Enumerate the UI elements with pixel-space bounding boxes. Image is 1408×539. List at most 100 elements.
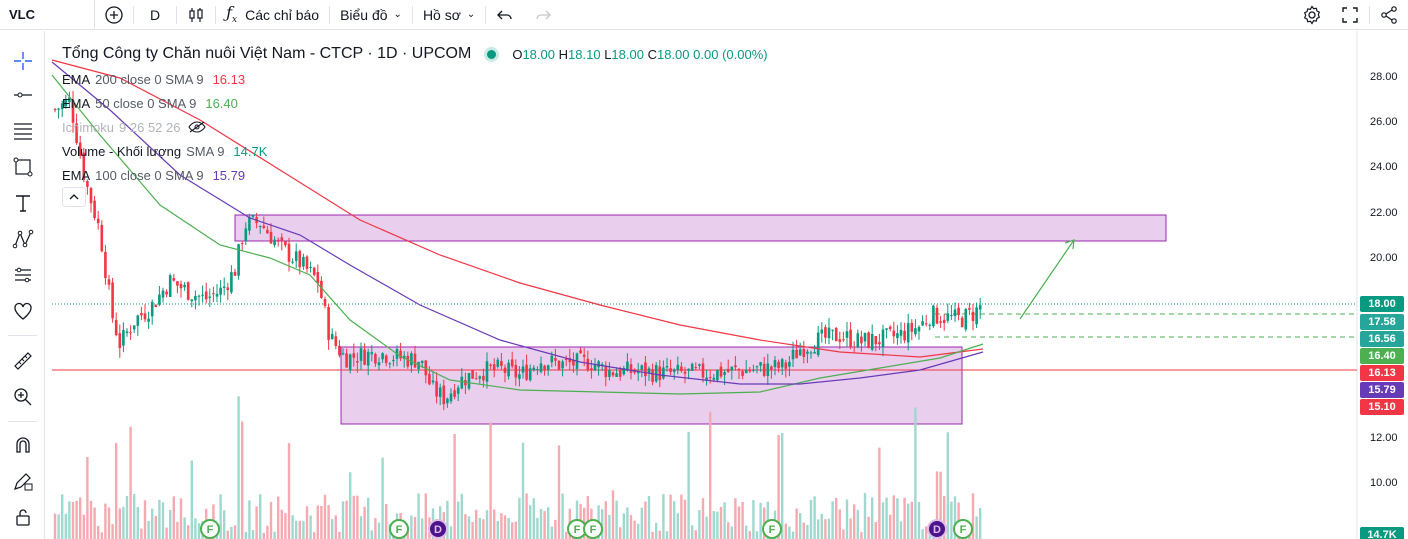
volume-bar <box>899 521 903 539</box>
interval-button[interactable]: D <box>134 0 176 30</box>
volume-bar <box>323 494 327 539</box>
profile-menu-button[interactable]: Hồ sơ ⌄ <box>413 0 485 30</box>
volume-bar <box>86 456 89 539</box>
volume-bar <box>129 426 132 539</box>
candle-body <box>863 333 867 342</box>
symbol-search[interactable]: VLC <box>0 0 95 30</box>
candle-body <box>532 367 536 370</box>
undo-button[interactable] <box>486 0 524 30</box>
candle-body <box>266 229 269 234</box>
candle-body <box>298 250 302 268</box>
magnet-tool[interactable] <box>0 429 45 461</box>
indicator-row[interactable]: Ichimoku 9 26 52 26 <box>62 115 768 139</box>
trend-arrow-head <box>1064 239 1075 250</box>
volume-bar <box>273 531 276 539</box>
candle-body <box>186 282 190 300</box>
candle-body <box>568 357 572 363</box>
share-button[interactable] <box>1370 0 1408 30</box>
candle-body <box>143 313 147 320</box>
hidden-eye-icon[interactable] <box>188 121 207 133</box>
indicator-row[interactable]: Volume - Khối lượng SMA 9 14.7K <box>62 139 768 163</box>
candle-body <box>626 361 629 371</box>
candle-body <box>946 313 950 321</box>
candle-body <box>165 291 168 295</box>
candle-body <box>665 366 669 368</box>
trend-arrow <box>1019 239 1075 320</box>
volume-bar <box>241 421 244 539</box>
candle-body <box>701 363 705 378</box>
redo-button[interactable] <box>524 0 562 30</box>
candle-body <box>147 318 150 322</box>
pattern-tool[interactable] <box>0 223 45 255</box>
candle-body <box>348 354 352 371</box>
candle-body <box>683 371 687 374</box>
chart-type-button[interactable] <box>177 0 215 30</box>
volume-bar <box>752 500 755 539</box>
shapes-tool[interactable] <box>0 151 45 183</box>
candle-body <box>431 380 435 383</box>
candle-body <box>413 353 417 368</box>
candle-body <box>618 370 622 377</box>
volume-bar <box>586 496 589 539</box>
rectangle-icon <box>13 157 32 177</box>
candle-body <box>766 363 770 377</box>
candle-body <box>140 312 143 316</box>
candle-body <box>132 325 136 330</box>
candle-body <box>57 108 60 110</box>
volume-bar <box>802 522 805 539</box>
fullscreen-button[interactable] <box>1331 0 1369 30</box>
candle-body <box>662 367 665 379</box>
candle-body <box>68 97 71 103</box>
candle-body <box>658 366 662 381</box>
trend-line-tool[interactable] <box>0 79 45 111</box>
indicators-button[interactable]: ƒx Các chỉ báo <box>216 0 329 30</box>
volume-bar <box>903 497 906 539</box>
candle-body <box>172 278 176 281</box>
volume-bar <box>907 503 910 539</box>
compare-button[interactable] <box>95 0 133 30</box>
volume-bar <box>255 506 258 539</box>
volume-bar <box>604 501 607 539</box>
chart-menu-button[interactable]: Biểu đồ ⌄ <box>330 0 412 30</box>
legend-collapse-button[interactable] <box>62 187 86 207</box>
volume-bar <box>658 530 661 539</box>
fib-tool[interactable] <box>0 115 45 147</box>
lock-tool[interactable] <box>0 501 45 533</box>
crosshair-tool[interactable] <box>0 45 45 77</box>
candle-body <box>179 284 183 289</box>
settings-button[interactable] <box>1293 0 1331 30</box>
prediction-tool[interactable] <box>0 259 45 291</box>
candle-body <box>352 353 356 358</box>
volume-bar <box>701 498 705 539</box>
indicator-row[interactable]: EMA 50 close 0 SMA 9 16.40 <box>62 91 768 115</box>
volume-bar <box>709 411 712 539</box>
candle-body <box>640 365 644 370</box>
indicator-row[interactable]: EMA 100 close 0 SMA 9 15.79 <box>62 163 768 187</box>
measure-tool[interactable] <box>0 345 45 377</box>
volume-bar <box>518 497 521 539</box>
candle-body <box>856 333 860 348</box>
zoom-tool[interactable] <box>0 381 45 413</box>
candle-body <box>777 361 780 369</box>
favorites-tool[interactable] <box>0 295 45 327</box>
volume-bar <box>223 510 226 539</box>
candle-body <box>564 358 568 360</box>
candle-body <box>53 109 57 111</box>
volume-bar <box>356 495 359 539</box>
text-tool[interactable] <box>0 187 45 219</box>
indicator-name: Ichimoku <box>62 119 115 135</box>
volume-bar <box>140 528 143 539</box>
candle-body <box>168 275 172 297</box>
candle-body <box>338 345 341 356</box>
candle-body <box>294 251 298 261</box>
indicator-row[interactable]: EMA 200 close 0 SMA 9 16.13 <box>62 67 768 91</box>
draw-mode-tool[interactable] <box>0 465 45 497</box>
candle-body <box>327 307 330 340</box>
candle-body <box>870 334 874 350</box>
candle-body <box>791 349 795 360</box>
volume-bar <box>511 522 514 539</box>
volume-bar <box>151 508 154 539</box>
volume-bar <box>122 506 125 539</box>
candle-body <box>806 351 809 354</box>
